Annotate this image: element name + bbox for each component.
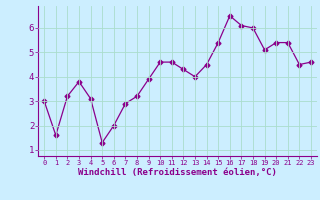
X-axis label: Windchill (Refroidissement éolien,°C): Windchill (Refroidissement éolien,°C) (78, 168, 277, 177)
